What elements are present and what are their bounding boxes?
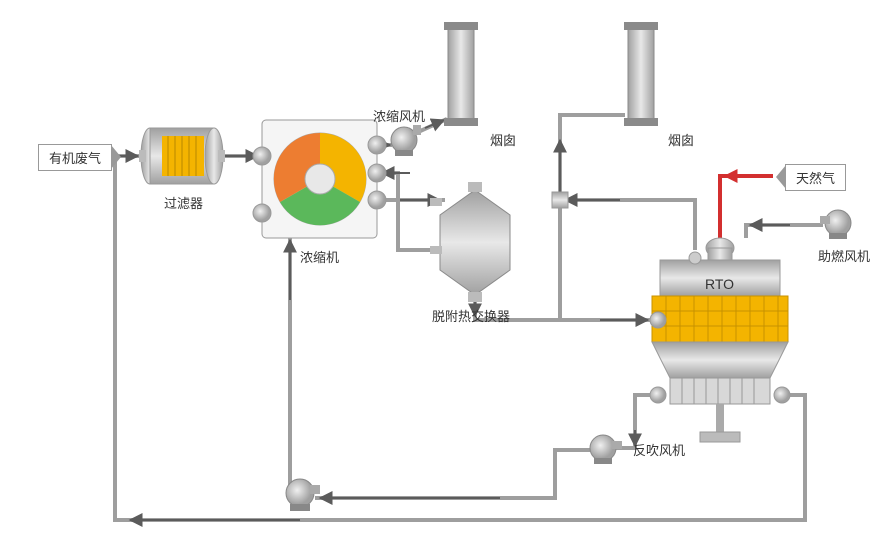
stack-2 [624, 22, 658, 126]
label-filter: 过滤器 [164, 193, 203, 212]
diagram-canvas [0, 0, 880, 558]
label-rto: RTO [705, 276, 734, 292]
combustion-fan [820, 210, 851, 239]
desorption-hx [430, 182, 510, 302]
rto-unit [650, 238, 790, 442]
stack-1 [444, 22, 478, 126]
filter-unit [139, 128, 225, 184]
label-organic-gas: 有机废气 [38, 144, 112, 171]
label-natural-gas: 天然气 [785, 164, 846, 191]
label-conc-fan: 浓缩风机 [373, 106, 425, 125]
concentration-fan [391, 125, 421, 156]
label-combustion-fan: 助燃风机 [818, 246, 870, 265]
label-stack2: 烟囱 [668, 130, 694, 149]
label-hx: 脱附热交换器 [432, 306, 510, 325]
label-backblow-fan: 反吹风机 [633, 440, 685, 459]
label-concentrator: 浓缩机 [300, 247, 339, 266]
recirc-fan [286, 479, 320, 511]
label-stack1: 烟囱 [490, 130, 516, 149]
concentrator-unit [253, 120, 386, 238]
tee-junction [552, 192, 568, 208]
